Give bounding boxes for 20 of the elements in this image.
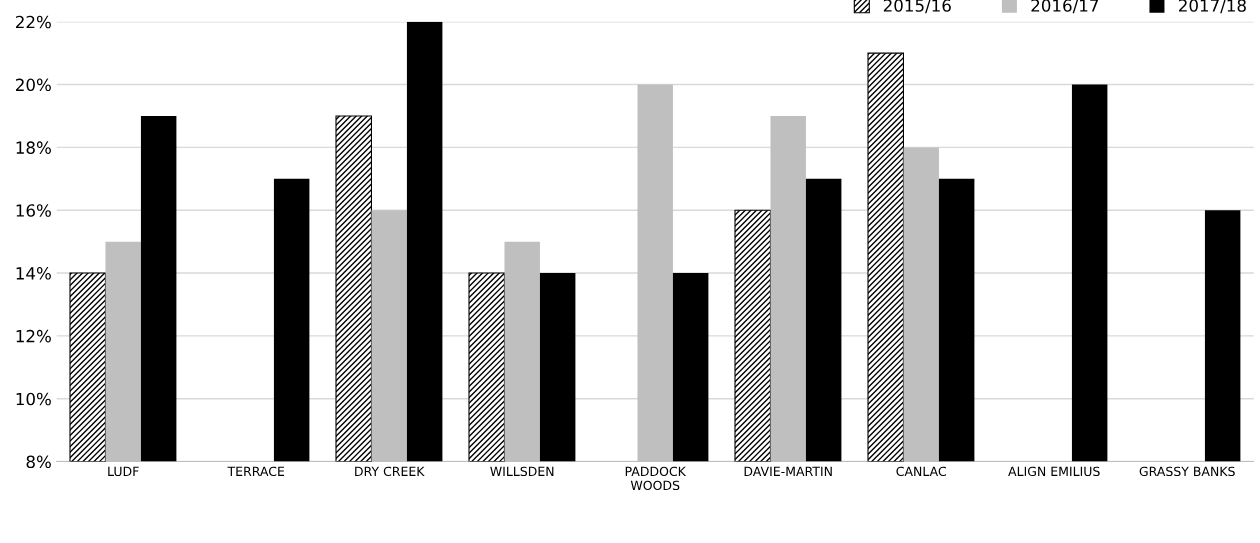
y-tick-label: 16% [16, 204, 51, 217]
legend-label: 2017/18 [1179, 0, 1246, 14]
y-tick-label: 18% [16, 141, 51, 154]
y-tick-label: 22% [16, 15, 51, 29]
x-tick-label: PADDOCK WOODS [625, 466, 687, 491]
x-tick-label: GRASSY BANKS [1139, 466, 1235, 477]
y-tick-label: 10% [16, 392, 51, 406]
x-tick-label: LUDF [108, 466, 139, 477]
legend-label: 2016/17 [1031, 0, 1099, 14]
y-tick-label: 20% [16, 78, 51, 92]
y-tick-label: 14% [16, 267, 51, 280]
x-tick-label: DRY CREEK [355, 466, 425, 477]
x-tick-label: WILLSDEN [490, 466, 554, 477]
x-tick-label: ALIGN EMILIUS [1008, 466, 1100, 477]
legend-label: 2015/16 [883, 0, 951, 14]
x-tick-label: TERRACE [227, 466, 285, 477]
y-tick-label: 8% [26, 455, 51, 469]
x-tick-label: CANLAC [896, 466, 946, 477]
x-tick-label: DAVIE-MARTIN [744, 466, 832, 476]
y-tick-label: 12% [16, 329, 51, 343]
